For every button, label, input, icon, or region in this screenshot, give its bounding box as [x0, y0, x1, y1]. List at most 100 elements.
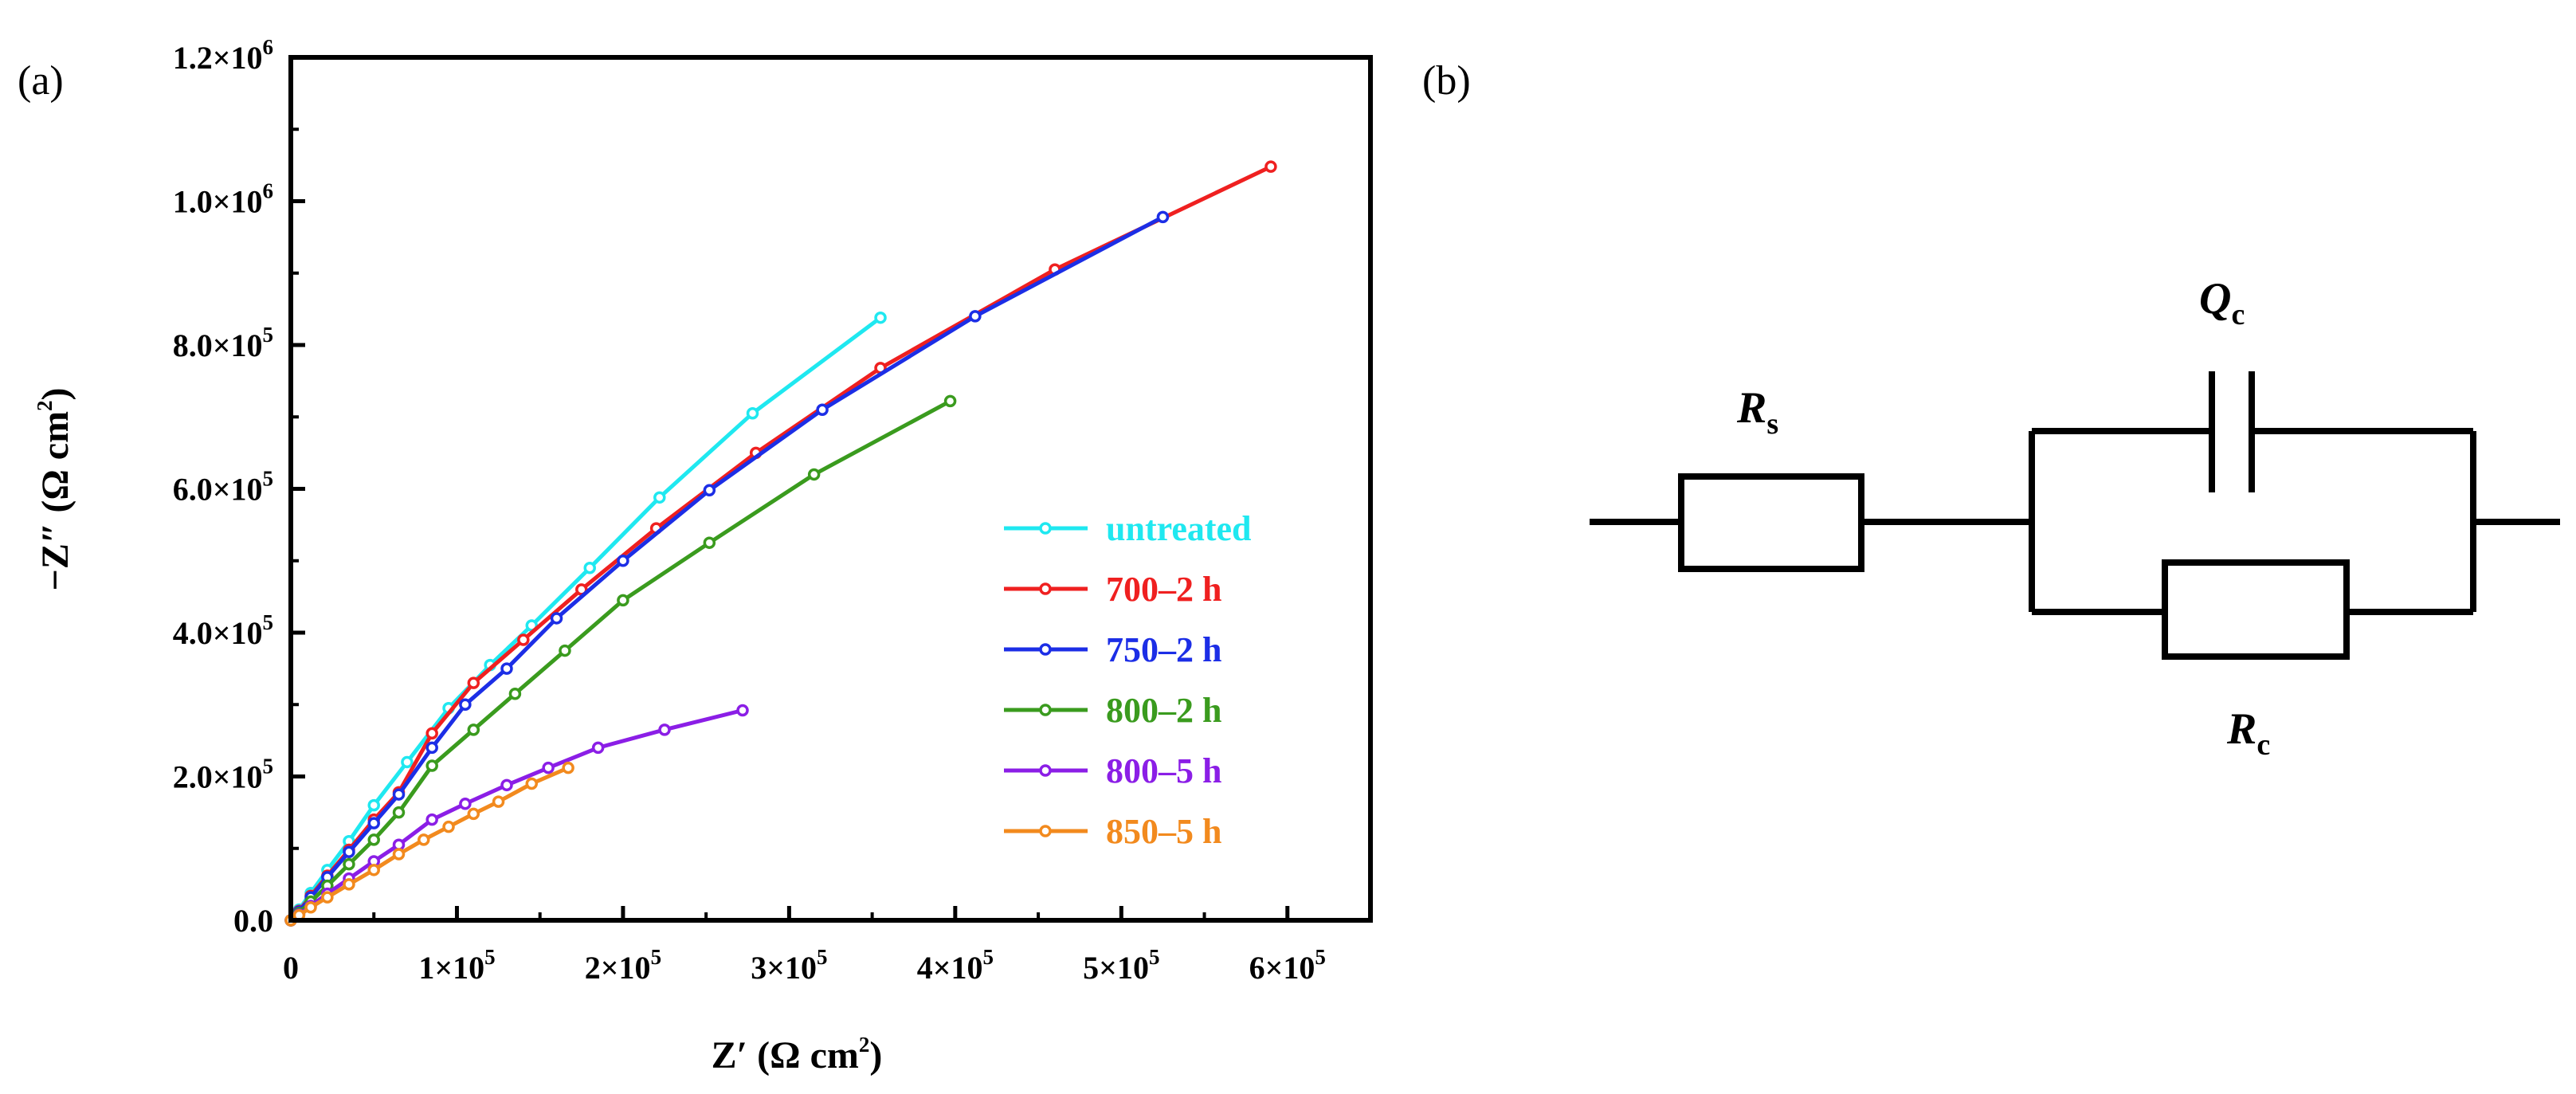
data-point [1156, 210, 1170, 224]
data-point [321, 891, 334, 904]
x-tick-label: 1×105 [418, 945, 495, 986]
data-point [467, 723, 480, 736]
rs-resistor [1678, 473, 1864, 572]
y-axis: 0.0 2.0×105 4.0×105 6.0×105 8.0×105 1.0×106 1.… [173, 35, 305, 939]
legend-label: 700–2 h [1106, 570, 1221, 609]
legend-label: 800–5 h [1106, 751, 1221, 790]
rs-label: Rs [1736, 383, 1778, 441]
x-tick-label: 5×105 [1083, 945, 1159, 986]
series-5 [284, 761, 574, 927]
series-line [289, 215, 1164, 922]
legend-label: 800–2 h [1106, 691, 1221, 730]
y-tick-label: 6.0×105 [173, 467, 273, 508]
data-point [425, 727, 438, 740]
data-point [508, 687, 522, 700]
legend-label: untreated [1106, 509, 1252, 548]
data-point [658, 723, 671, 736]
y-axis-title: −Z″ (Ω cm2) [33, 387, 76, 590]
x-axis-title: Z′ (Ω cm2) [712, 1033, 883, 1076]
series-3 [284, 394, 957, 927]
data-point [562, 761, 574, 774]
data-point [559, 644, 571, 657]
series-layer [284, 160, 1277, 927]
data-point [392, 788, 406, 801]
data-point [459, 698, 472, 711]
data-point [459, 798, 472, 810]
data-point [943, 394, 957, 408]
data-point [525, 777, 539, 790]
panel-b-label: (b) [1422, 58, 1471, 104]
y-tick-label: 1.0×106 [173, 179, 273, 220]
data-point [425, 741, 438, 755]
data-point [304, 901, 317, 914]
legend-item: 700–2 h [1004, 570, 1221, 609]
data-point [617, 555, 629, 567]
legend-item: 800–2 h [1004, 691, 1221, 730]
data-point [583, 562, 596, 574]
data-point [425, 813, 438, 826]
series-4 [284, 704, 749, 927]
data-point [367, 833, 380, 846]
series-2 [284, 210, 1170, 927]
rc-label: Rc [2226, 704, 2270, 762]
data-point [542, 761, 555, 774]
data-point [874, 311, 887, 324]
legend-label: 750–2 h [1106, 630, 1221, 669]
legend-item: 800–5 h [1004, 751, 1221, 790]
legend: untreated 700–2 h 750–2 h 800–2 h 800–5 h 850… [1004, 509, 1252, 851]
legend-marker [1039, 825, 1052, 837]
x-tick-label: 4×105 [917, 945, 994, 986]
y-tick-label: 2.0×105 [173, 755, 273, 795]
data-point [703, 536, 716, 549]
series-0 [284, 311, 887, 927]
data-point [343, 857, 355, 871]
series-line [289, 708, 743, 923]
data-point [392, 848, 406, 861]
legend-marker [1039, 522, 1052, 535]
data-point [517, 633, 530, 646]
data-point [591, 741, 605, 755]
y-tick-label: 0.0 [233, 903, 273, 939]
series-line [289, 316, 882, 922]
equivalent-circuit-diagram: Rs Qc Rc [1590, 274, 2560, 762]
data-point [969, 310, 982, 323]
legend-label: 850–5 h [1106, 812, 1221, 851]
rc-resistor [2162, 559, 2350, 660]
data-point [467, 676, 480, 689]
x-tick-label: 3×105 [751, 945, 827, 986]
data-point [617, 594, 629, 607]
y-tick-label: 1.2×106 [173, 35, 273, 76]
x-tick-label: 2×105 [585, 945, 661, 986]
y-tick-label: 8.0×105 [173, 323, 273, 363]
data-point [703, 484, 716, 497]
data-point [392, 806, 406, 819]
data-point [736, 704, 749, 717]
data-point [343, 845, 355, 859]
legend-marker [1039, 764, 1052, 777]
legend-item: 750–2 h [1004, 630, 1221, 669]
qc-label: Qc [2199, 274, 2245, 331]
legend-marker [1039, 582, 1052, 595]
data-point [746, 406, 759, 420]
data-point [442, 820, 455, 833]
data-point [653, 491, 666, 504]
legend-marker [1039, 704, 1052, 716]
y-tick-label: 4.0×105 [173, 610, 273, 651]
data-point [418, 833, 430, 846]
data-point [367, 798, 380, 812]
plot-frame [288, 55, 1373, 923]
legend-item: 850–5 h [1004, 812, 1221, 851]
data-point [425, 759, 438, 772]
data-point [343, 878, 355, 891]
series-line [289, 399, 951, 922]
x-axis: 0 1×105 2×105 3×105 4×105 5×105 6×105 [283, 906, 1326, 986]
data-point [550, 612, 563, 625]
data-point [500, 662, 513, 675]
legend-item: untreated [1004, 509, 1252, 548]
data-point [367, 864, 380, 876]
data-point [1264, 160, 1277, 173]
data-point [816, 403, 829, 416]
x-tick-label: 6×105 [1249, 945, 1326, 986]
data-point [467, 807, 480, 821]
